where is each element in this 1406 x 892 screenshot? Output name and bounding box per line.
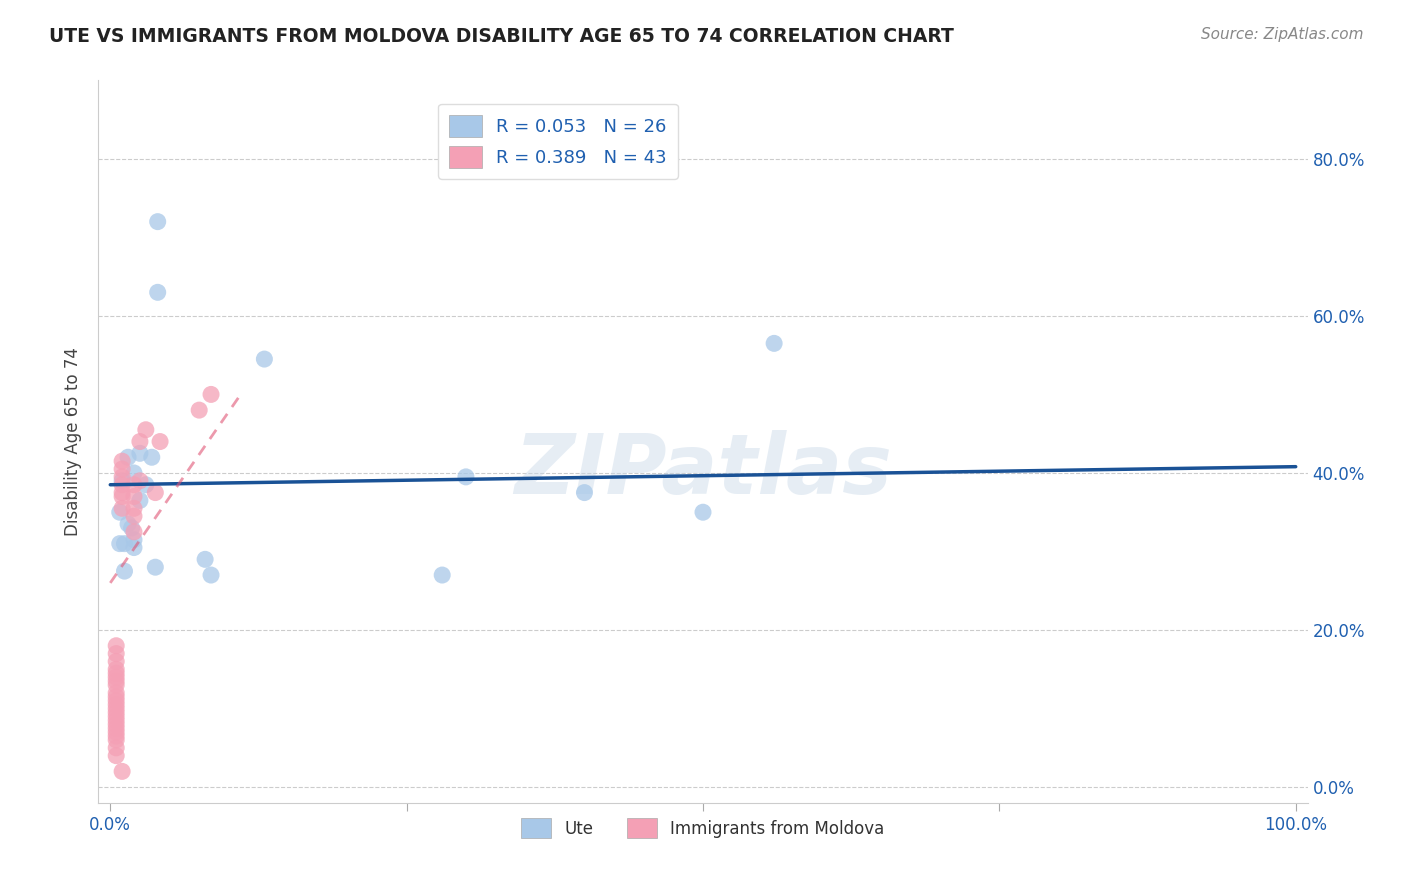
Point [105,748,128,763]
Point [122,477,145,491]
Point [111,764,134,779]
Point [117,516,139,531]
Point [122,509,145,524]
Y-axis label: Disability Age 65 to 74: Disability Age 65 to 74 [65,347,83,536]
Point [111,474,134,488]
Point [117,450,139,465]
Point [141,450,163,465]
Point [114,536,136,550]
Point [111,462,134,476]
Legend: Ute, Immigrants from Moldova: Ute, Immigrants from Moldova [515,812,891,845]
Point [122,524,145,539]
Point [114,564,136,578]
Point [105,694,128,708]
Point [105,721,128,735]
Point [146,285,169,300]
Point [105,725,128,739]
Point [143,560,166,574]
Point [111,501,134,516]
Point [105,639,128,653]
Point [122,533,145,547]
Point [111,485,134,500]
Point [108,536,131,550]
Point [146,214,169,228]
Point [692,505,714,519]
Point [143,485,166,500]
Point [122,541,145,555]
Point [111,454,134,468]
Point [122,501,145,516]
Point [111,470,134,484]
Point [253,352,276,367]
Point [105,714,128,728]
Point [105,729,128,743]
Point [194,552,217,566]
Point [105,740,128,755]
Point [454,470,477,484]
Point [105,733,128,747]
Point [122,466,145,480]
Point [105,662,128,676]
Point [105,717,128,731]
Point [105,709,128,723]
Point [111,477,134,491]
Text: Source: ZipAtlas.com: Source: ZipAtlas.com [1201,27,1364,42]
Point [200,387,222,401]
Point [574,485,596,500]
Point [121,521,143,535]
Point [129,446,152,460]
Point [135,477,157,491]
Point [105,666,128,681]
Point [105,655,128,669]
Point [111,490,134,504]
Point [105,690,128,704]
Point [129,474,152,488]
Point [105,670,128,684]
Point [105,678,128,692]
Point [135,423,157,437]
Point [432,568,454,582]
Point [129,434,152,449]
Point [105,698,128,712]
Point [105,686,128,700]
Point [105,647,128,661]
Text: UTE VS IMMIGRANTS FROM MOLDOVA DISABILITY AGE 65 TO 74 CORRELATION CHART: UTE VS IMMIGRANTS FROM MOLDOVA DISABILIT… [49,27,955,45]
Point [188,403,211,417]
Point [200,568,222,582]
Point [149,434,172,449]
Point [105,701,128,715]
Text: ZIPatlas: ZIPatlas [515,430,891,511]
Point [129,493,152,508]
Point [105,706,128,720]
Point [763,336,786,351]
Point [122,490,145,504]
Point [105,674,128,689]
Point [108,505,131,519]
